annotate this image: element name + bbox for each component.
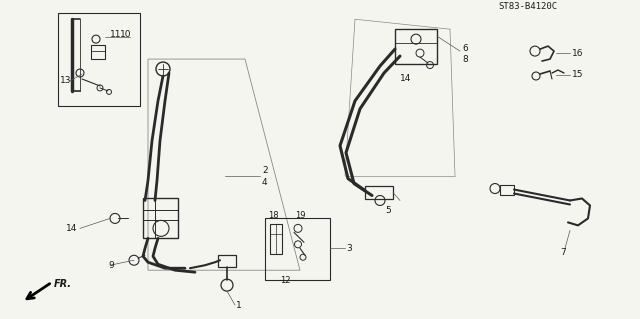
Bar [270,224,282,254]
Bar [500,185,514,195]
Text: ST83-B4120C: ST83-B4120C [498,2,557,11]
Text: FR.: FR. [54,279,72,289]
Text: 2: 2 [262,166,268,175]
Text: 11: 11 [110,30,122,39]
Text: 15: 15 [572,70,584,79]
Text: 16: 16 [572,48,584,58]
Text: 6: 6 [462,44,468,53]
Text: 4: 4 [262,178,268,187]
Bar [365,186,393,199]
Text: 19: 19 [295,211,305,220]
Text: 9: 9 [108,261,114,270]
Text: 14: 14 [66,224,77,233]
Text: 12: 12 [280,276,291,285]
Bar [218,255,236,267]
Text: 13: 13 [60,77,72,85]
Text: 7: 7 [560,248,566,257]
Text: 3: 3 [346,244,352,253]
Bar [143,198,178,238]
Text: 10: 10 [120,30,131,39]
Text: 14: 14 [400,74,412,84]
Text: 18: 18 [268,211,278,220]
Text: 5: 5 [385,206,391,215]
Bar [91,45,105,59]
Text: 1: 1 [236,300,242,309]
Text: 8: 8 [462,55,468,63]
Bar [58,13,140,106]
Bar [265,219,330,280]
Bar [395,29,437,64]
